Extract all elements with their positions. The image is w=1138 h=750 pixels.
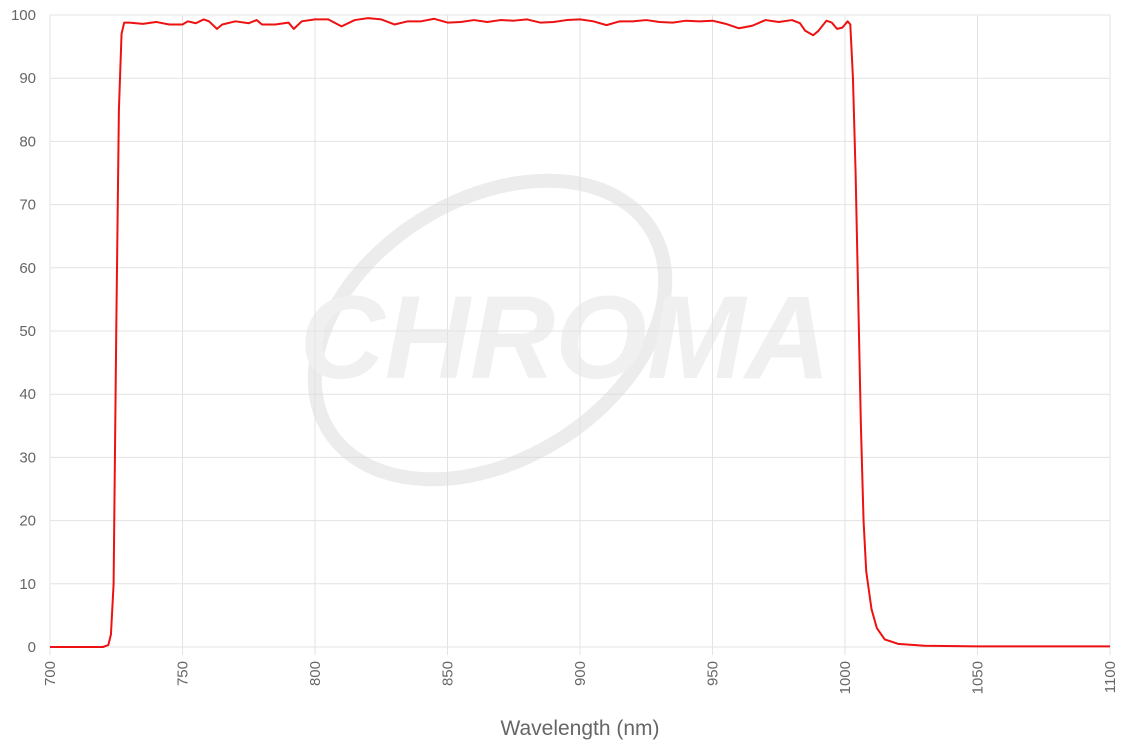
data-line [50,17,1110,648]
y-tick-label: 70 [19,197,36,214]
x-tick-label: 750 [175,661,192,686]
grid [49,14,1111,655]
y-tick-label: 60 [19,260,36,277]
x-tick-label: 1050 [970,661,987,694]
y-tick-label: 20 [19,513,36,530]
x-tick-label: 950 [705,661,722,686]
x-tick-label: 850 [440,661,457,686]
watermark: CHROMA [300,173,831,487]
x-tick-label: 700 [42,661,59,686]
y-tick-label: 40 [19,386,36,403]
y-tick-label: 80 [19,133,36,150]
y-tick-label: 0 [28,639,36,656]
y-tick-label: 100 [11,7,36,24]
y-tick-label: 50 [19,323,36,340]
x-tick-label: 1100 [1102,661,1119,693]
watermark-swoosh [307,173,673,487]
y-tick-label: 10 [19,576,36,593]
x-tick-label: 800 [307,661,324,686]
watermark-text: CHROMA [300,272,831,404]
x-tick-label: 1000 [837,661,854,694]
y-tick-label: 30 [19,449,36,466]
y-tick-label: 90 [19,70,36,87]
x-axis-title: Wavelength (nm) [500,717,659,740]
x-tick-label: 900 [572,661,589,686]
